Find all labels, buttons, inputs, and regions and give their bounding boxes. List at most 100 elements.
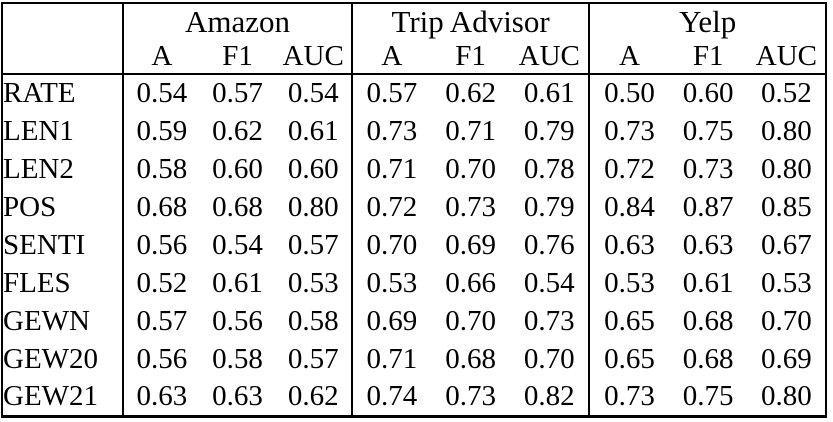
table-row: GEW21 0.63 0.63 0.62 0.74 0.73 0.82 0.73 0.75 0.8… — [2, 378, 826, 416]
metric-value: 0.73 — [445, 190, 496, 223]
metric-value: 0.73 — [682, 152, 734, 185]
table-row: GEW20 0.56 0.58 0.57 0.71 0.68 0.70 0.65 0.68 0.6… — [2, 340, 826, 378]
metric-value: 0.70 — [445, 304, 496, 337]
table-row: SENTI 0.56 0.54 0.57 0.70 0.69 0.76 0.63 0.63 0.6… — [2, 226, 826, 264]
metric-value: 0.71 — [350, 150, 431, 188]
metric-value: 0.53 — [350, 264, 431, 302]
metric-value: 0.80 — [761, 379, 812, 412]
metric-value: 0.53 — [287, 266, 339, 299]
table-header: Amazon Trip Advisor Yelp A F1 AUC A F1 AUC A F1 AU… — [2, 3, 826, 75]
group-header-amazon: Amazon — [122, 3, 352, 40]
metric-value: 0.75 — [682, 379, 734, 412]
metric-value: 0.65 — [588, 302, 669, 340]
row-label: FLES — [2, 264, 125, 302]
metric-value: 0.73 — [445, 379, 496, 412]
metric-header: AUC — [510, 40, 590, 75]
row-label: GEW21 — [2, 378, 125, 416]
metric-value: 0.69 — [350, 302, 431, 340]
table-row: LEN2 0.58 0.60 0.60 0.71 0.70 0.78 0.72 0.73 0.80 — [2, 150, 826, 188]
metric-value: 0.76 — [523, 228, 575, 261]
metric-value: 0.87 — [682, 190, 734, 223]
table-body: RATE 0.54 0.57 0.54 0.57 0.62 0.61 0.50 0.60 0.52… — [2, 74, 826, 416]
metric-value: 0.84 — [588, 188, 669, 226]
metric-header: F1 — [668, 40, 748, 75]
table-row: FLES 0.52 0.61 0.53 0.53 0.66 0.54 0.53 0.61 0.53 — [2, 264, 826, 302]
metric-value: 0.67 — [761, 228, 812, 261]
metric-value: 0.85 — [761, 190, 812, 223]
metric-value: 0.66 — [445, 266, 496, 299]
row-label: LEN1 — [2, 112, 125, 150]
metric-header: A — [122, 40, 200, 75]
metric-value: 0.71 — [350, 340, 431, 378]
metric-value: 0.58 — [122, 150, 200, 188]
metric-value: 0.57 — [350, 74, 431, 112]
metric-value: 0.73 — [588, 378, 669, 416]
metric-value: 0.54 — [287, 77, 339, 109]
corner-cell — [2, 3, 124, 75]
metric-header: A — [350, 40, 431, 75]
metric-value: 0.54 — [122, 74, 200, 112]
metric-value: 0.56 — [122, 340, 200, 378]
row-label: LEN2 — [2, 150, 125, 188]
metric-value: 0.80 — [761, 114, 812, 147]
table-row: POS 0.68 0.68 0.80 0.72 0.73 0.79 0.84 0.87 0.85 — [2, 188, 826, 226]
metric-value: 0.68 — [212, 190, 263, 223]
row-label: POS — [2, 188, 125, 226]
metric-value: 0.69 — [761, 342, 812, 375]
metric-value: 0.56 — [212, 304, 263, 337]
metric-value: 0.65 — [588, 340, 669, 378]
metric-value: 0.61 — [523, 77, 575, 109]
metric-value: 0.82 — [523, 379, 575, 412]
group-header-row: Amazon Trip Advisor Yelp — [2, 3, 826, 75]
table-row: GEWN 0.57 0.56 0.58 0.69 0.70 0.73 0.65 0.68 0.70 — [2, 302, 826, 340]
group-header-trip-advisor: Trip Advisor — [350, 3, 590, 40]
metric-value: 0.80 — [761, 152, 812, 185]
metric-value: 0.57 — [287, 228, 339, 261]
metric-value: 0.61 — [682, 266, 734, 299]
metric-value: 0.63 — [588, 226, 669, 264]
metric-header: F1 — [431, 40, 511, 75]
metric-value: 0.62 — [445, 77, 496, 109]
metric-value: 0.57 — [122, 302, 200, 340]
metric-value: 0.50 — [588, 74, 669, 112]
metric-value: 0.52 — [761, 77, 812, 109]
row-label: GEWN — [2, 302, 125, 340]
metric-value: 0.74 — [350, 378, 431, 416]
metric-header: A — [588, 40, 669, 75]
metric-value: 0.54 — [212, 228, 263, 261]
table-row: RATE 0.54 0.57 0.54 0.57 0.62 0.61 0.50 0.60 0.52 — [2, 74, 826, 112]
metric-value: 0.68 — [445, 342, 496, 375]
row-label: SENTI — [2, 226, 125, 264]
metric-value: 0.70 — [350, 226, 431, 264]
metric-value: 0.62 — [287, 379, 339, 412]
metric-value: 0.73 — [523, 304, 575, 337]
metric-value: 0.58 — [212, 342, 263, 375]
metric-value: 0.73 — [350, 112, 431, 150]
metric-value: 0.61 — [212, 266, 263, 299]
metric-value: 0.68 — [682, 304, 734, 337]
metric-value: 0.56 — [122, 226, 200, 264]
table-row: LEN1 0.59 0.62 0.61 0.73 0.71 0.79 0.73 0.75 0.80 — [2, 112, 826, 150]
metric-value: 0.58 — [287, 304, 339, 337]
subheader-row: A F1 AUC A F1 AUC A F1 AUC — [2, 40, 826, 75]
metric-value: 0.79 — [523, 190, 575, 223]
metric-value: 0.54 — [523, 266, 575, 299]
group-header-yelp: Yelp — [588, 3, 826, 40]
metric-header: F1 — [199, 40, 276, 75]
metric-value: 0.72 — [588, 150, 669, 188]
metric-value: 0.60 — [287, 152, 339, 185]
metric-value: 0.70 — [445, 152, 496, 185]
metric-value: 0.68 — [122, 188, 200, 226]
metric-value: 0.53 — [761, 266, 812, 299]
metric-value: 0.60 — [682, 77, 734, 109]
metric-value: 0.59 — [122, 112, 200, 150]
metric-value: 0.57 — [287, 342, 339, 375]
metric-value: 0.52 — [122, 264, 200, 302]
metric-value: 0.73 — [588, 112, 669, 150]
metric-value: 0.79 — [523, 114, 575, 147]
metric-value: 0.70 — [761, 304, 812, 337]
metric-value: 0.75 — [682, 114, 734, 147]
metric-value: 0.72 — [350, 188, 431, 226]
metric-value: 0.63 — [122, 378, 200, 416]
